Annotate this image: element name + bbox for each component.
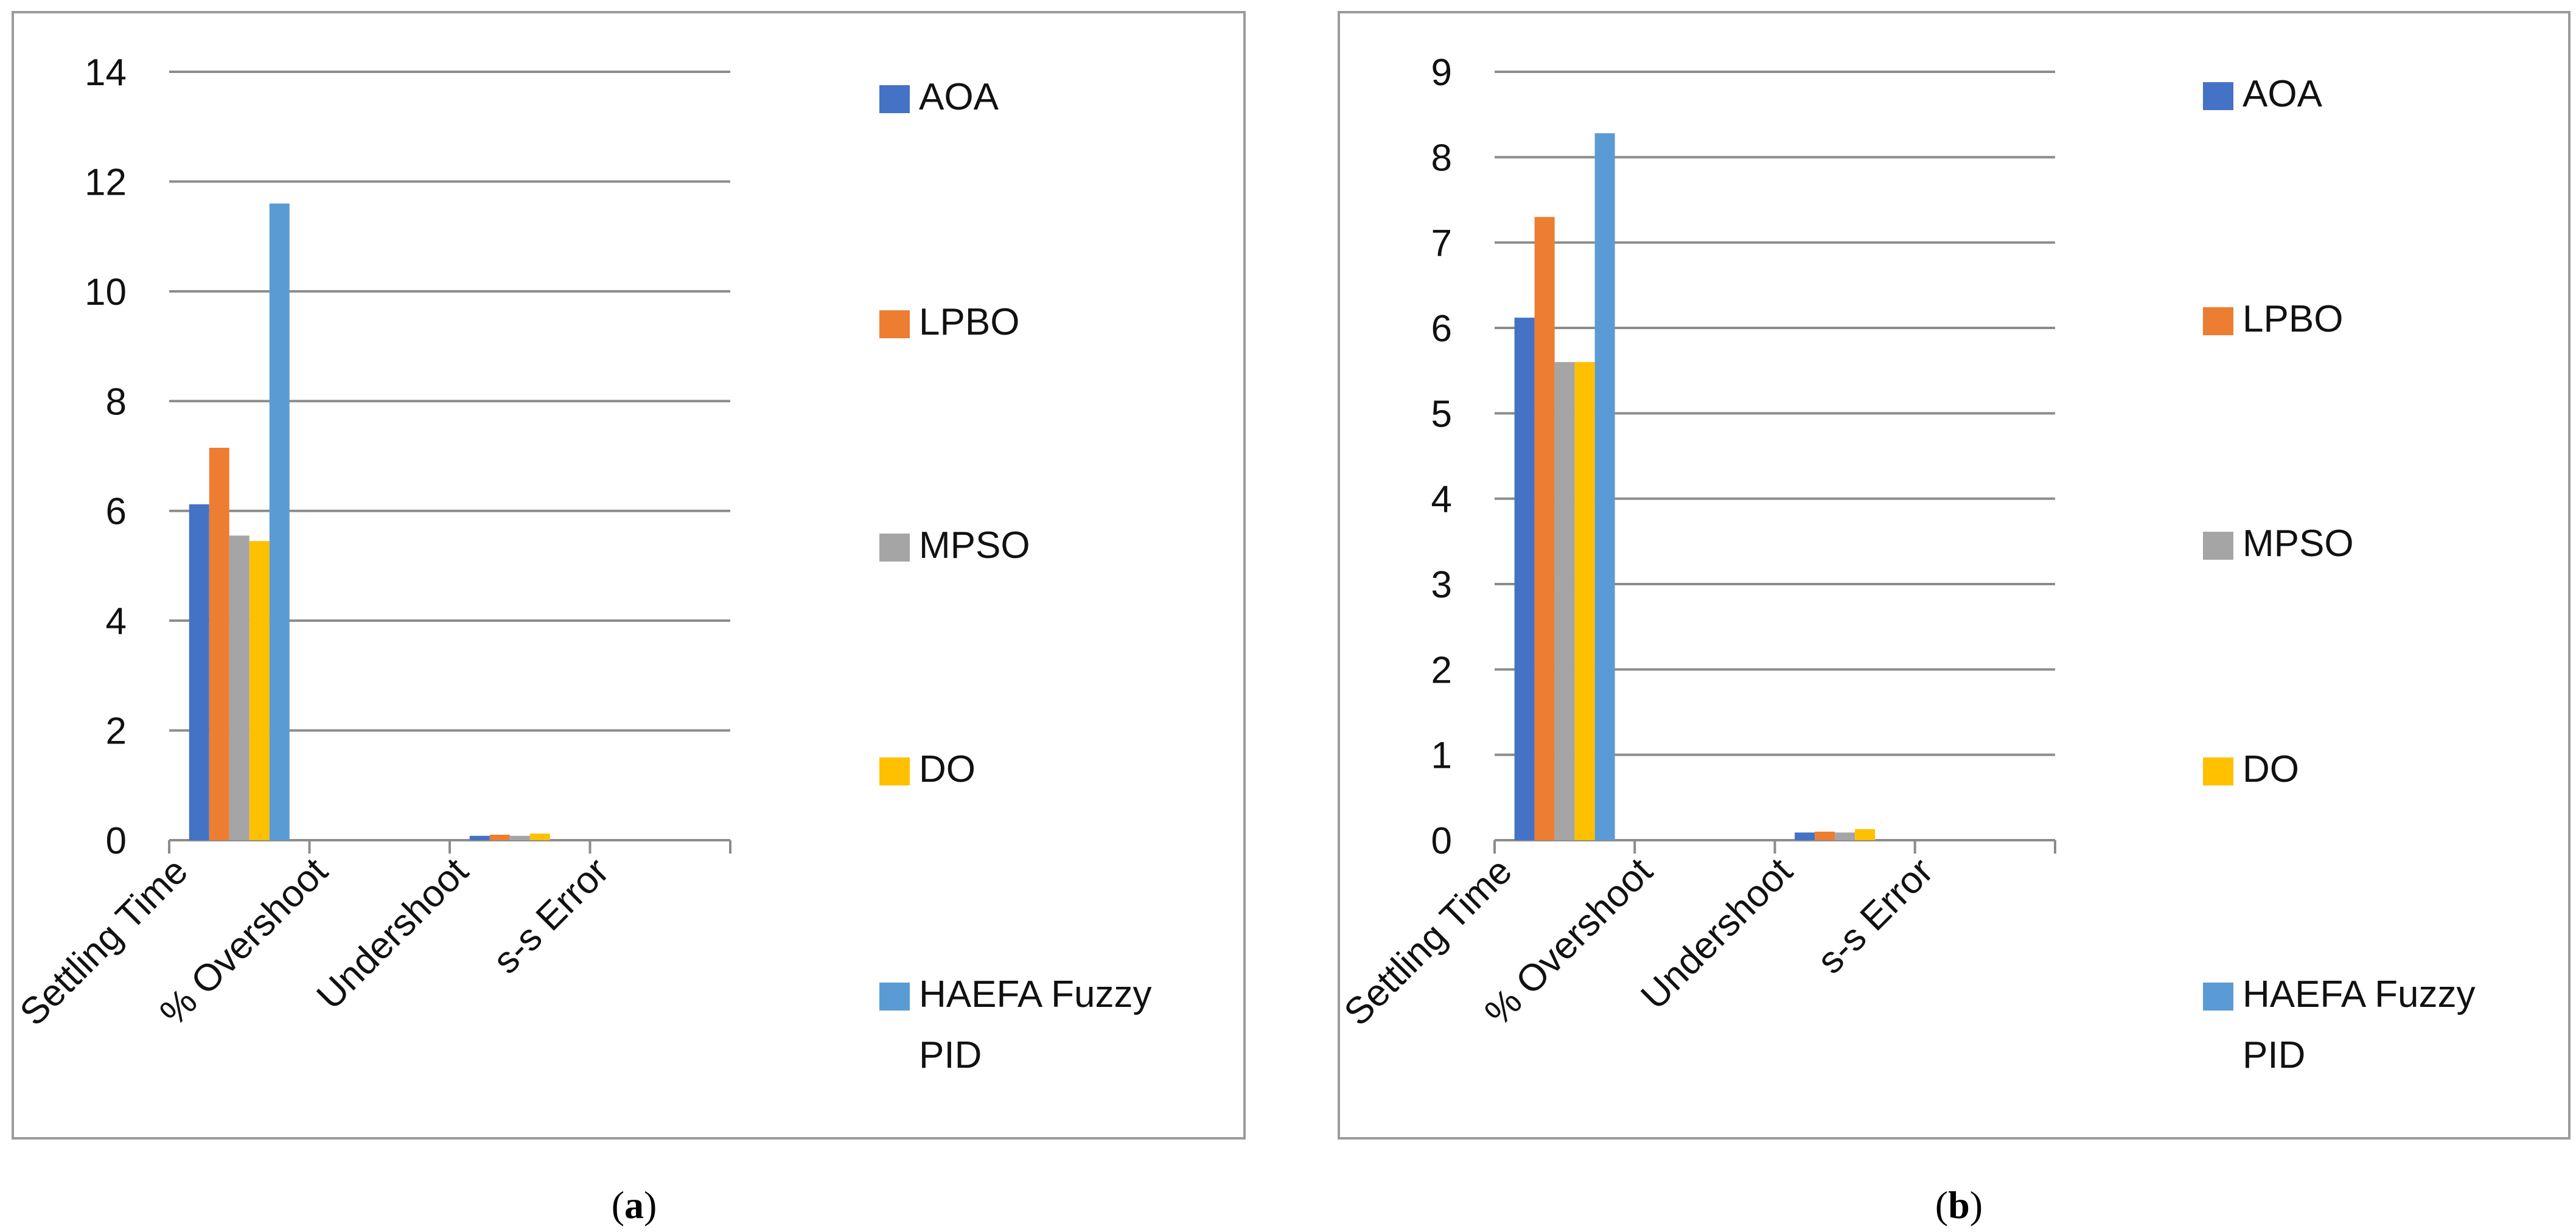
legend-label: MPSO	[2243, 523, 2354, 565]
panel-caption: (a)	[612, 1183, 657, 1227]
caption-close: )	[644, 1183, 657, 1227]
caption-letter: b	[1948, 1183, 1970, 1227]
bar-lpbo-settling-time	[1534, 217, 1555, 841]
bar-aoa-undershoot	[469, 835, 490, 840]
y-tick-label: 2	[1431, 649, 1452, 691]
legend-item-mpso: MPSO	[879, 524, 1030, 566]
bar-haefa-fuzzy-pid-settling-time	[1594, 133, 1615, 840]
legend-label: DO	[2243, 748, 2299, 790]
panel-caption: (b)	[1935, 1183, 1983, 1227]
legend-item-aoa: AOA	[2203, 73, 2323, 115]
caption-open: (	[612, 1183, 624, 1227]
bar-do-settling-time	[249, 541, 270, 840]
y-tick-label: 4	[106, 600, 127, 642]
legend-item-lpbo: LPBO	[2203, 298, 2343, 340]
bar-mpso-settling-time	[229, 535, 250, 840]
legend-label: DO	[919, 748, 976, 790]
legend-swatch	[879, 983, 910, 1011]
bar-lpbo-undershoot	[489, 834, 510, 840]
y-tick-label: 2	[106, 711, 127, 753]
bar-aoa-settling-time	[189, 504, 209, 840]
bar-mpso-undershoot	[509, 835, 530, 840]
bar-do-undershoot	[1855, 829, 1876, 840]
bar-aoa-undershoot	[1795, 832, 1815, 840]
legend-swatch	[2203, 983, 2233, 1011]
legend-label: LPBO	[919, 301, 1019, 343]
legend-swatch	[879, 757, 910, 785]
bar-mpso-undershoot	[1835, 832, 1855, 840]
legend-label: LPBO	[2243, 298, 2343, 340]
y-tick-label: 10	[85, 271, 127, 313]
y-tick-label: 6	[1431, 308, 1452, 350]
y-tick-label: 8	[106, 381, 127, 423]
y-tick-label: 4	[1431, 479, 1452, 521]
y-tick-label: 14	[85, 52, 127, 94]
legend-swatch	[2203, 307, 2233, 335]
bar-mpso-settling-time	[1554, 362, 1575, 840]
bar-do-undershoot	[529, 834, 550, 840]
y-tick-label: 0	[1431, 820, 1452, 862]
caption-open: (	[1935, 1183, 1948, 1227]
legend-item-lpbo: LPBO	[879, 301, 1019, 343]
legend-swatch	[2203, 532, 2233, 560]
y-tick-label: 7	[1431, 223, 1452, 265]
bar-do-settling-time	[1574, 362, 1595, 840]
y-tick-label: 3	[1431, 564, 1452, 606]
legend-label: HAEFA Fuzzy PID	[919, 973, 1151, 1076]
y-tick-label: 12	[85, 161, 127, 203]
bar-haefa-fuzzy-pid-settling-time	[269, 203, 290, 840]
legend-swatch	[2203, 757, 2233, 785]
legend-swatch	[879, 310, 910, 338]
caption-letter: a	[624, 1183, 644, 1227]
legend-label: AOA	[2243, 73, 2323, 115]
legend-item-haefa-fuzzy-pid: HAEFA Fuzzy PID	[2203, 973, 2475, 1076]
y-tick-label: 8	[1431, 137, 1452, 179]
legend-item-mpso: MPSO	[2203, 523, 2354, 565]
legend-swatch	[879, 85, 910, 113]
bar-lpbo-undershoot	[1815, 831, 1835, 840]
legend-swatch	[879, 534, 910, 562]
bar-lpbo-settling-time	[209, 447, 229, 840]
legend-label: AOA	[919, 76, 999, 118]
y-tick-label: 1	[1431, 735, 1452, 777]
legend-item-do: DO	[2203, 748, 2299, 790]
legend-item-haefa-fuzzy-pid: HAEFA Fuzzy PID	[879, 973, 1151, 1076]
legend-swatch	[2203, 82, 2233, 110]
legend-item-do: DO	[879, 748, 976, 790]
y-tick-label: 0	[106, 820, 127, 862]
caption-close: )	[1970, 1183, 1983, 1227]
y-tick-label: 9	[1431, 52, 1452, 94]
y-tick-label: 6	[106, 491, 127, 533]
bar-aoa-settling-time	[1514, 318, 1535, 840]
legend-label: MPSO	[919, 524, 1030, 566]
legend-label: HAEFA Fuzzy PID	[2243, 973, 2475, 1076]
y-tick-label: 5	[1431, 393, 1452, 435]
legend-item-aoa: AOA	[879, 76, 999, 118]
